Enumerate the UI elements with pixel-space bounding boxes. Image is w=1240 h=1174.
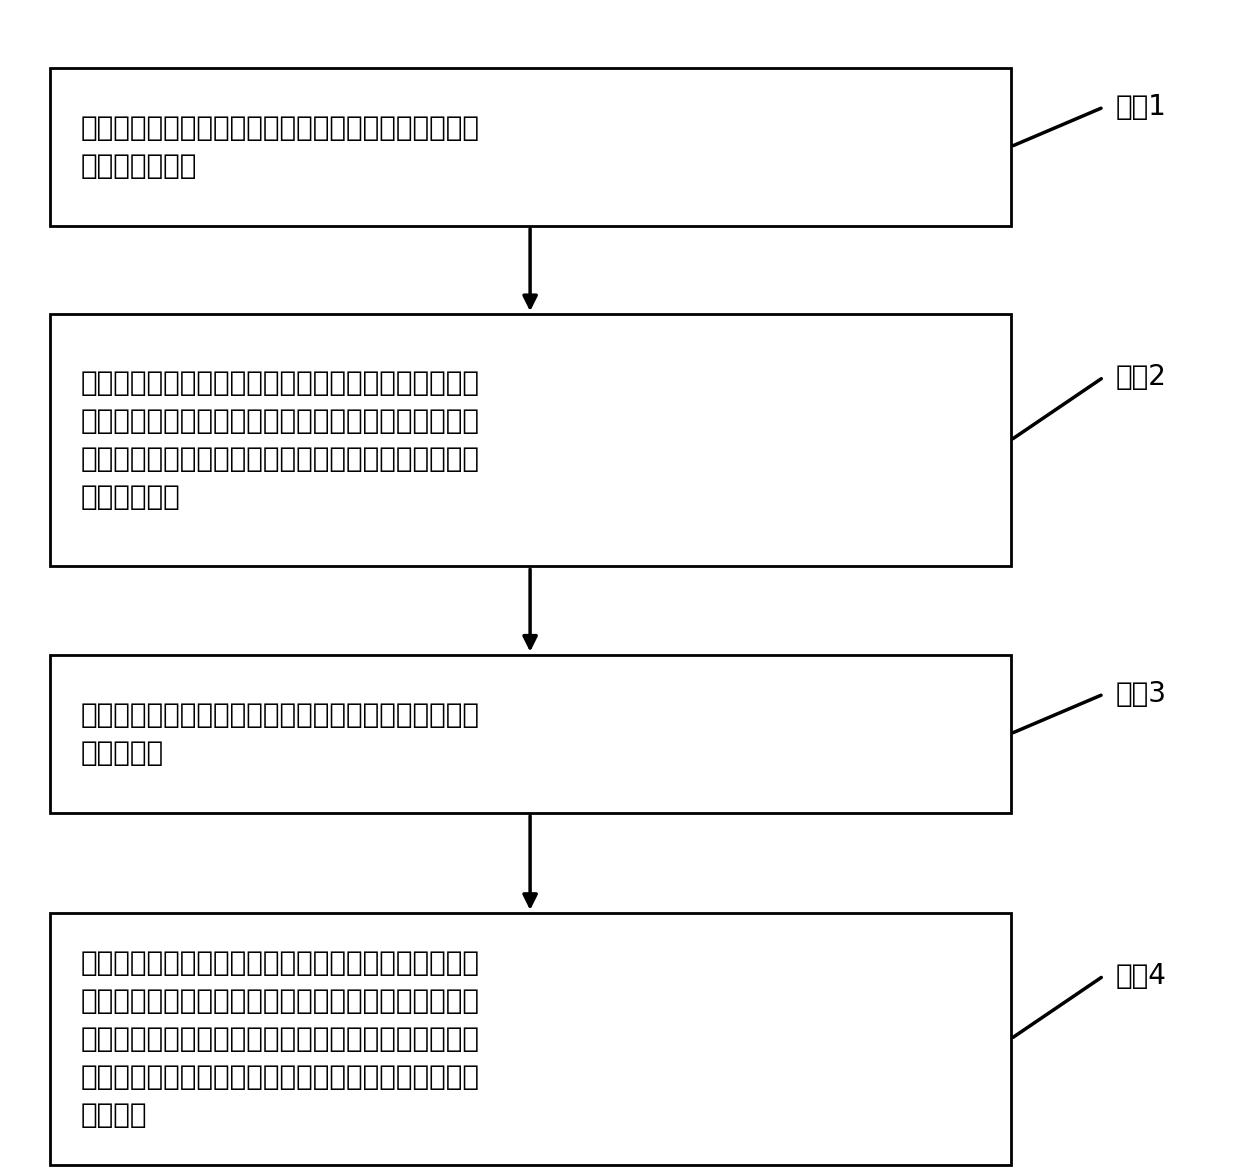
Text: 安装在站域层母线处的站域智能终端获取母线电压信息
和支路电流信息: 安装在站域层母线处的站域智能终端获取母线电压信息 和支路电流信息	[81, 114, 480, 180]
Text: 步骤4: 步骤4	[1116, 962, 1167, 990]
Bar	[50, 655, 1011, 812]
Text: 步骤1: 步骤1	[1116, 93, 1167, 121]
Bar	[50, 68, 1011, 225]
Text: 所述广域服务器根据所述疑似故障线路关联母线及其支
路确定故障相关集，并根据所述支路电流信息对所述故
障相关集内的差动环的多端支路电流进行差动计算，根
据差动计算: 所述广域服务器根据所述疑似故障线路关联母线及其支 路确定故障相关集，并根据所述支…	[81, 950, 480, 1128]
Text: 步骤3: 步骤3	[1116, 680, 1167, 708]
Bar	[50, 913, 1011, 1165]
Text: 步骤2: 步骤2	[1116, 363, 1167, 391]
Text: 所述广域服务器根据所述母线电压信息确定疑似故障线
路关联母线: 所述广域服务器根据所述母线电压信息确定疑似故障线 路关联母线	[81, 701, 480, 767]
Text: 当所述站域智能终端根据所述母线电压信息和复合电压
判据被异常激活时，被异常激活的所述站域智能终端向
位于广域层的广域服务器发送所述母线电压信息和所述
支路电流信: 当所述站域智能终端根据所述母线电压信息和复合电压 判据被异常激活时，被异常激活的…	[81, 370, 480, 511]
Bar	[50, 315, 1011, 567]
